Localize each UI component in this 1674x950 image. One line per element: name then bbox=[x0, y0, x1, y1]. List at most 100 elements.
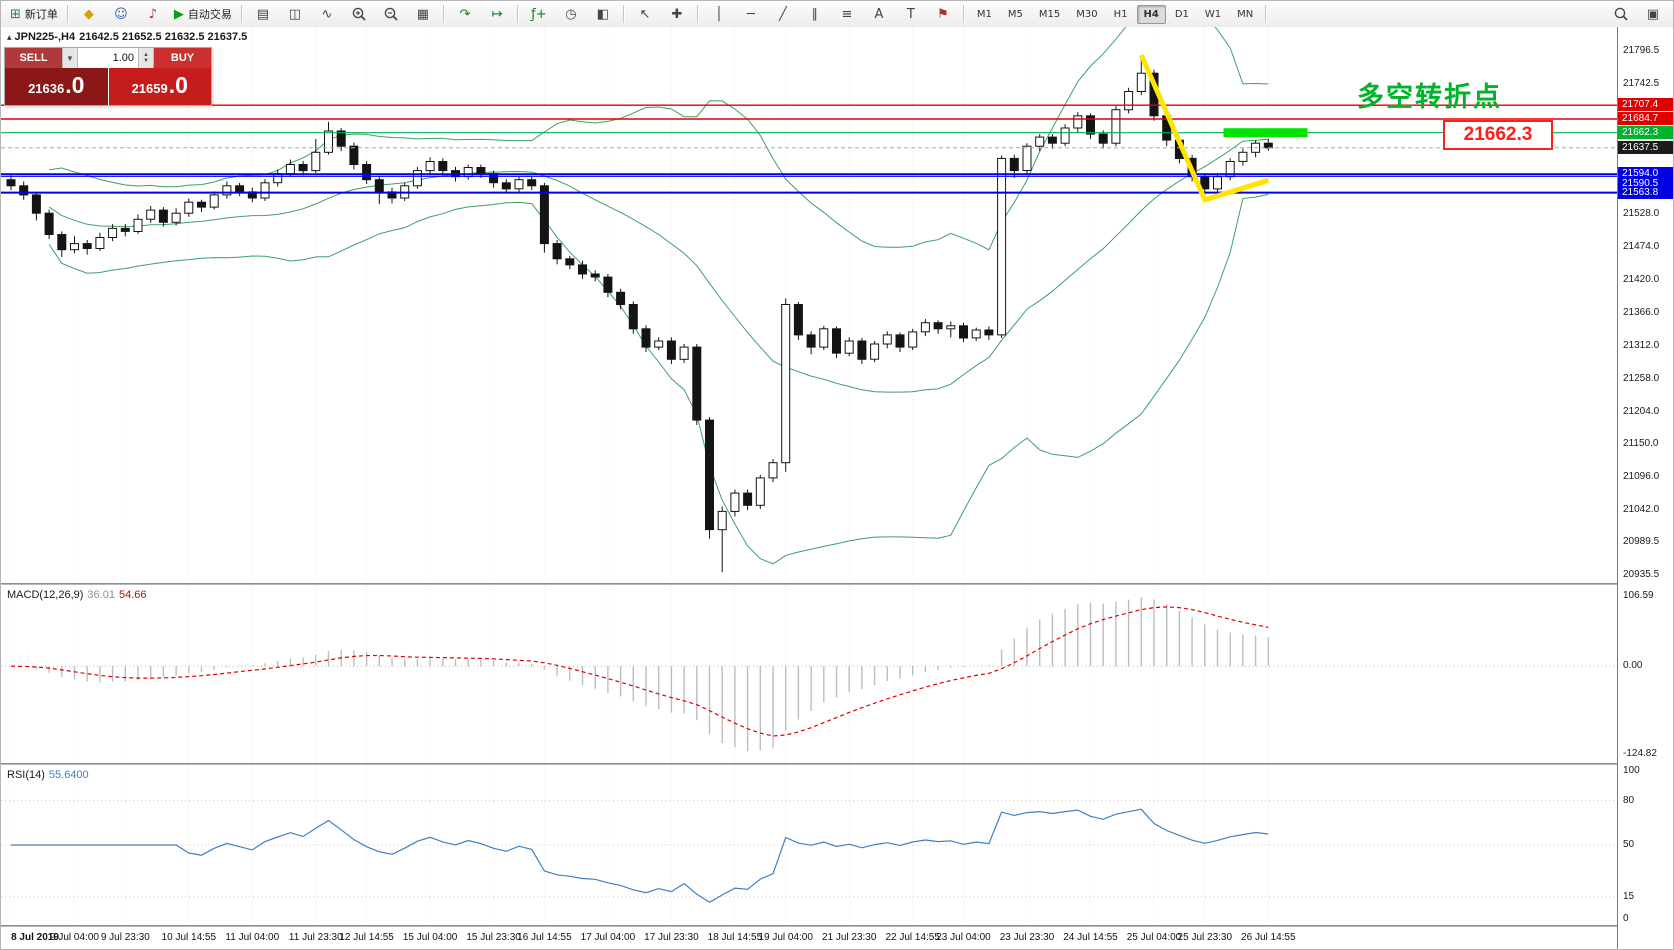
time-axis[interactable]: 8 Jul 2019 9 Jul 04:00 9 Jul 23:30 10 Jul 1… bbox=[1, 927, 1617, 949]
time-label: 10 Jul 14:55 bbox=[161, 932, 217, 943]
candle-body bbox=[692, 346, 702, 421]
zoom-out-icon[interactable] bbox=[376, 2, 406, 26]
candle-body bbox=[959, 325, 968, 339]
time-label: 11 Jul 04:00 bbox=[225, 932, 280, 943]
search-icon[interactable] bbox=[1606, 2, 1636, 26]
arrows-icon[interactable]: ⚑ bbox=[937, 6, 949, 22]
timeframe-m1[interactable]: M1 bbox=[976, 8, 992, 20]
panel-separator[interactable] bbox=[1, 763, 1673, 765]
auto-scroll-icon[interactable]: ↷ bbox=[459, 6, 471, 22]
candle-body bbox=[819, 328, 829, 348]
macd-signal-value: 54.66 bbox=[118, 589, 147, 601]
macd-panel[interactable] bbox=[1, 585, 1617, 763]
macd-indicator-label: MACD(12,26,9) 36.01 54.66 bbox=[7, 589, 146, 601]
panel-separator[interactable] bbox=[1, 925, 1673, 927]
price-tick-label: 21366.0 bbox=[1623, 307, 1660, 318]
green-highlight-bar bbox=[1223, 128, 1308, 138]
volume-dropdown-icon[interactable]: ▼ bbox=[62, 48, 78, 68]
candle-body bbox=[438, 161, 448, 172]
candle-body bbox=[946, 325, 956, 330]
candle-body bbox=[933, 322, 943, 330]
alerts-icon[interactable]: ♪ bbox=[148, 6, 158, 22]
text-icon[interactable]: A bbox=[874, 6, 884, 22]
indicators-icon[interactable]: ƒ+ bbox=[531, 6, 547, 22]
crosshair-icon[interactable]: ✚ bbox=[671, 6, 683, 22]
timeframe-d1[interactable]: D1 bbox=[1174, 8, 1189, 20]
rsi-value: 55.6400 bbox=[48, 769, 89, 781]
fibonacci-icon[interactable]: ≡ bbox=[841, 6, 853, 22]
volume-input[interactable]: 1.00 bbox=[78, 48, 138, 68]
bar-chart-icon[interactable]: ▤ bbox=[256, 6, 270, 22]
templates-icon[interactable]: ◧ bbox=[596, 6, 610, 22]
buy-button[interactable]: BUY bbox=[154, 48, 211, 68]
zoom-in-icon[interactable] bbox=[344, 2, 374, 26]
cursor-icon[interactable]: ↖ bbox=[639, 6, 651, 22]
price-tick-label: 21742.5 bbox=[1623, 78, 1660, 89]
timeframe-mn[interactable]: MN bbox=[1237, 8, 1254, 20]
price-tick-label: 21258.0 bbox=[1623, 373, 1660, 384]
new-order-button[interactable]: ⊞ 新订单 bbox=[10, 6, 58, 22]
chart-window: 8 Jul 2019 9 Jul 04:00 9 Jul 23:30 10 Jul 1… bbox=[1, 27, 1673, 949]
candle-body bbox=[730, 492, 740, 512]
timeframe-h1[interactable]: H1 bbox=[1113, 8, 1128, 20]
sell-price-display[interactable]: 21636.0 bbox=[5, 68, 109, 105]
price-chart-panel[interactable] bbox=[1, 27, 1617, 583]
time-label: 19 Jul 04:00 bbox=[758, 932, 813, 943]
candle-body bbox=[870, 343, 880, 360]
timeframe-m30[interactable]: M30 bbox=[1076, 8, 1098, 20]
price-level-badge: 21594.0 bbox=[1618, 167, 1673, 180]
time-label: 9 Jul 23:30 bbox=[100, 932, 150, 943]
spinner-up-icon[interactable]: ▲ bbox=[143, 52, 149, 58]
candle-body bbox=[476, 167, 486, 175]
candle-body bbox=[425, 161, 435, 172]
periods-icon[interactable]: ◷ bbox=[565, 6, 577, 22]
tile-windows-icon[interactable]: ▦ bbox=[416, 6, 430, 22]
timeframe-m5[interactable]: M5 bbox=[1007, 8, 1023, 20]
price-tick-label: 21420.0 bbox=[1623, 274, 1660, 285]
collapse-panel-icon[interactable]: ▴ bbox=[7, 32, 12, 42]
chart-shift-icon[interactable]: ↦ bbox=[491, 6, 503, 22]
candle-body bbox=[768, 462, 778, 479]
candle-body bbox=[743, 492, 753, 506]
candle-body bbox=[1111, 109, 1121, 144]
spinner-down-icon[interactable]: ▼ bbox=[143, 58, 149, 64]
timeframe-m15[interactable]: M15 bbox=[1038, 8, 1061, 20]
volume-spinner[interactable]: ▲ ▼ bbox=[138, 48, 154, 68]
horizontal-line-icon[interactable]: ─ bbox=[746, 6, 755, 22]
price-tick-label: 21528.0 bbox=[1623, 208, 1660, 219]
timeframe-h4[interactable]: H4 bbox=[1136, 4, 1166, 24]
candle-body bbox=[95, 237, 105, 249]
timeframe-w1[interactable]: W1 bbox=[1204, 8, 1222, 20]
label-icon[interactable]: T bbox=[906, 6, 915, 22]
candlestick-chart-icon[interactable]: ◫ bbox=[288, 6, 302, 22]
profile-icon[interactable]: ☺ bbox=[114, 6, 128, 22]
trendline-icon[interactable]: ╱ bbox=[778, 6, 787, 22]
candle-body bbox=[298, 164, 308, 172]
autotrading-button[interactable]: ▶ 自动交易 bbox=[173, 6, 232, 22]
time-label: 17 Jul 04:00 bbox=[580, 932, 636, 943]
sell-button[interactable]: SELL bbox=[5, 48, 62, 68]
buy-price-display[interactable]: 21659.0 bbox=[108, 68, 211, 105]
candle-body bbox=[1263, 142, 1273, 149]
candle-body bbox=[336, 130, 346, 147]
time-label: 11 Jul 23:30 bbox=[288, 932, 343, 943]
bollinger-lower-band bbox=[48, 193, 1269, 565]
bollinger-upper-band bbox=[49, 27, 1269, 251]
candle-body bbox=[679, 346, 689, 360]
candle-body bbox=[654, 340, 664, 348]
data-window-icon[interactable]: ▣ bbox=[1646, 6, 1660, 22]
line-chart-icon[interactable]: ∿ bbox=[321, 6, 333, 22]
price-axis[interactable]: 21796.5 21742.5 21528.0 21474.0 21420.0 21366… bbox=[1617, 27, 1673, 949]
toolbar-separator bbox=[516, 5, 519, 23]
favorites-icon[interactable]: ◆ bbox=[83, 6, 94, 22]
sell-price-pips: .0 bbox=[65, 72, 85, 98]
time-label: 15 Jul 04:00 bbox=[402, 932, 458, 943]
panel-separator[interactable] bbox=[1, 583, 1673, 585]
candle-body bbox=[184, 201, 194, 214]
channel-icon[interactable]: ∥ bbox=[811, 6, 819, 22]
candle-body bbox=[362, 164, 372, 181]
vertical-line-icon[interactable]: │ bbox=[714, 6, 723, 22]
rsi-panel[interactable] bbox=[1, 765, 1617, 925]
candle-body bbox=[133, 218, 143, 233]
candle-body bbox=[120, 227, 130, 232]
